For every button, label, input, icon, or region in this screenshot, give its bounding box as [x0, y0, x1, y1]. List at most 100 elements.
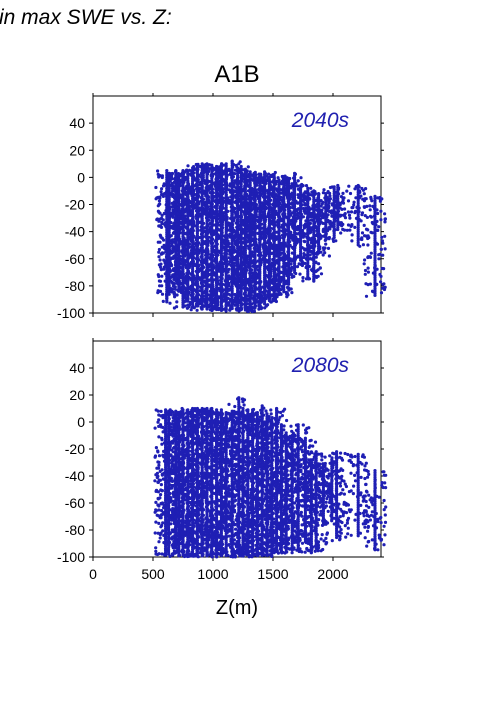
data-point	[195, 243, 199, 247]
data-point	[250, 268, 254, 272]
data-point	[178, 183, 182, 188]
data-point	[257, 199, 261, 204]
data-point	[290, 291, 294, 295]
data-point	[171, 287, 175, 291]
data-point	[225, 279, 230, 283]
data-point	[247, 213, 251, 217]
data-point	[272, 283, 276, 287]
data-point	[199, 225, 203, 229]
data-point	[208, 308, 212, 312]
data-point	[214, 277, 218, 281]
data-point	[182, 258, 186, 262]
data-point	[170, 205, 174, 209]
data-point	[248, 188, 252, 192]
data-point	[249, 237, 253, 241]
data-point	[274, 276, 278, 280]
data-point	[225, 217, 229, 221]
data-point	[160, 274, 164, 278]
data-point	[251, 306, 255, 310]
data-point	[182, 187, 186, 191]
data-point	[232, 261, 236, 265]
data-point	[171, 215, 175, 219]
data-point	[240, 282, 244, 286]
data-point	[180, 202, 184, 206]
data-point	[240, 278, 245, 282]
data-point	[243, 297, 247, 301]
data-point	[279, 219, 283, 223]
data-point	[183, 291, 187, 295]
data-point	[197, 202, 201, 206]
data-point	[206, 240, 210, 244]
data-point	[210, 276, 214, 280]
data-point	[191, 240, 195, 244]
data-point	[191, 258, 195, 262]
data-point	[181, 294, 185, 298]
data-point	[220, 226, 224, 231]
data-point	[205, 284, 210, 289]
data-point	[186, 255, 190, 260]
data-point	[216, 221, 220, 225]
data-point	[233, 236, 237, 240]
data-point	[183, 261, 187, 265]
data-point	[205, 192, 209, 196]
data-point	[167, 195, 171, 200]
data-point	[263, 234, 267, 238]
data-point	[252, 297, 256, 302]
data-point	[165, 230, 169, 234]
data-point	[263, 217, 267, 221]
data-point	[160, 192, 164, 197]
data-point	[235, 177, 239, 181]
data-point	[252, 187, 256, 191]
data-point	[187, 245, 191, 249]
data-point	[253, 212, 257, 216]
data-point	[177, 228, 181, 232]
data-point	[252, 218, 256, 222]
data-point	[157, 174, 161, 178]
data-point	[176, 288, 180, 292]
data-point	[224, 177, 229, 181]
data-point	[260, 203, 264, 208]
data-point	[248, 176, 252, 180]
data-point	[266, 213, 270, 217]
data-point	[174, 241, 178, 245]
data-point	[189, 308, 193, 312]
data-point	[218, 196, 222, 200]
data-point	[189, 252, 193, 256]
data-point	[200, 282, 204, 286]
data-point	[263, 277, 267, 281]
data-point	[160, 174, 164, 178]
data-point	[236, 223, 241, 227]
data-point	[243, 267, 247, 271]
data-point	[217, 188, 221, 192]
data-point	[187, 271, 191, 275]
data-point	[160, 187, 164, 191]
data-point	[198, 235, 202, 240]
data-point	[183, 216, 187, 221]
data-point	[252, 240, 256, 244]
data-point	[188, 191, 192, 195]
data-point	[199, 297, 203, 301]
data-point	[276, 196, 280, 200]
data-point	[216, 227, 220, 231]
data-point	[198, 206, 202, 210]
data-point	[258, 251, 262, 255]
data-point	[258, 304, 262, 308]
data-point	[221, 179, 225, 183]
data-point	[269, 252, 273, 256]
data-point	[242, 292, 247, 296]
data-point	[275, 204, 279, 208]
data-point	[185, 204, 189, 208]
data-point	[245, 183, 249, 187]
data-point	[279, 258, 283, 262]
data-point	[211, 191, 215, 195]
data-point	[180, 211, 184, 216]
data-point	[234, 280, 238, 284]
data-point	[235, 268, 239, 272]
data-point	[252, 309, 256, 313]
data-point	[178, 178, 182, 182]
data-point	[177, 245, 181, 249]
data-point	[213, 231, 217, 235]
data-point	[191, 245, 195, 249]
data-point	[206, 224, 210, 228]
data-point	[179, 274, 183, 278]
